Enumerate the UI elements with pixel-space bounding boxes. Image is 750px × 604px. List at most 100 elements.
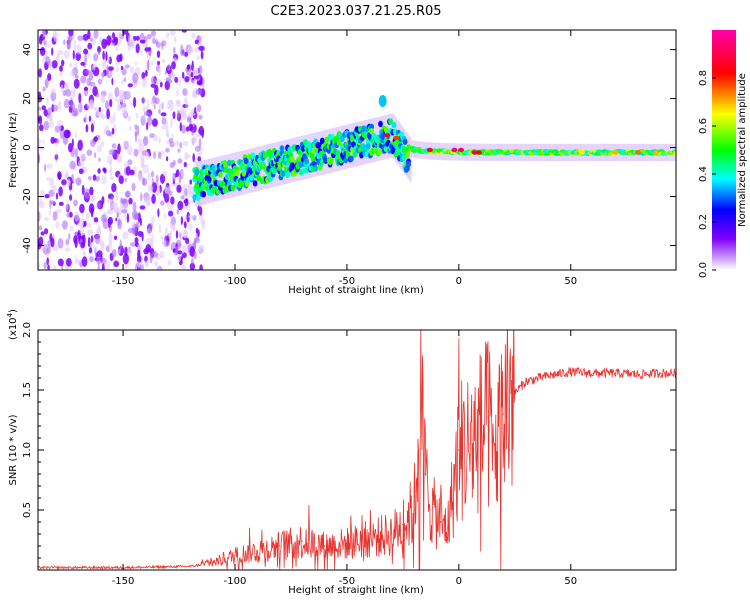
noise-speck	[162, 170, 168, 176]
colorbar-tick-label: 0.0	[698, 262, 709, 278]
track-halo	[220, 155, 223, 200]
noise-speck	[84, 114, 88, 123]
noise-speck	[43, 163, 47, 172]
noise-speck	[179, 232, 182, 240]
noise-speck	[101, 38, 108, 49]
noise-speck	[113, 36, 118, 43]
noise-speck	[183, 229, 188, 239]
x-tick-label: -50	[339, 576, 355, 587]
noise-region	[38, 30, 206, 270]
noise-speck	[171, 181, 177, 188]
noise-speck	[88, 203, 95, 214]
noise-speck	[59, 65, 63, 72]
noise-speck	[86, 149, 93, 156]
noise-speck	[78, 168, 84, 175]
noise-speck	[97, 168, 101, 174]
snr-point	[301, 540, 303, 542]
noise-speck	[177, 148, 181, 153]
noise-speck	[66, 39, 71, 50]
noise-speck	[38, 111, 41, 118]
noise-speck	[121, 209, 128, 214]
noise-speck	[40, 231, 45, 236]
noise-speck	[61, 179, 67, 186]
noise-speck	[58, 201, 64, 206]
snr-scale-base: (x10	[8, 317, 19, 340]
noise-speck	[38, 236, 44, 247]
noise-speck	[181, 30, 188, 33]
noise-speck	[111, 143, 117, 149]
spectrogram-y-label: Frequency (Hz)	[8, 112, 19, 188]
spectrogram-image	[38, 30, 676, 270]
track-cell	[349, 155, 354, 162]
noise-speck	[93, 217, 99, 223]
noise-speck	[121, 102, 127, 108]
noise-speck	[125, 92, 130, 99]
snr-y-ticks: 0.5 1.0 1.5 2.0	[22, 322, 676, 559]
noise-speck	[109, 165, 113, 177]
noise-speck	[111, 77, 114, 86]
noise-speck	[38, 225, 43, 231]
snr-point	[615, 372, 617, 374]
noise-speck	[93, 30, 99, 39]
track-cell	[243, 157, 249, 165]
noise-speck	[113, 235, 118, 240]
track-cell	[280, 170, 286, 177]
noise-speck	[171, 133, 174, 141]
noise-speck	[63, 50, 70, 59]
noise-speck	[150, 83, 156, 88]
noise-speck	[145, 151, 150, 160]
noise-speck	[180, 124, 187, 134]
noise-speck	[69, 225, 74, 232]
noise-speck	[104, 100, 110, 110]
noise-speck	[160, 200, 165, 206]
noise-speck	[124, 177, 128, 183]
snr-point	[659, 372, 661, 374]
noise-speck	[79, 153, 86, 160]
noise-speck	[154, 97, 160, 105]
track-cell	[285, 171, 290, 178]
spectrogram-panel: -150 -100 -50 0 50 -40 -20 0 20 40 Height of str…	[8, 29, 677, 296]
noise-speck	[106, 260, 110, 270]
noise-speck	[57, 50, 63, 56]
noise-speck	[118, 175, 125, 185]
noise-speck	[190, 199, 194, 204]
snr-scale-close: )	[8, 309, 19, 313]
noise-speck	[119, 89, 125, 101]
noise-speck	[164, 193, 170, 203]
noise-speck	[114, 86, 120, 98]
noise-speck	[68, 142, 73, 153]
noise-speck	[116, 152, 121, 163]
noise-speck	[148, 112, 152, 119]
noise-speck	[78, 93, 82, 104]
noise-speck	[140, 217, 142, 227]
noise-speck	[123, 77, 127, 82]
track-halo	[210, 158, 213, 203]
noise-speck	[129, 169, 135, 176]
noise-speck	[151, 118, 158, 127]
noise-speck	[117, 218, 121, 227]
noise-speck	[51, 47, 54, 56]
noise-speck	[73, 199, 78, 207]
noise-speck	[166, 103, 171, 110]
noise-speck	[57, 171, 62, 180]
noise-speck	[121, 105, 128, 117]
track-halo	[218, 156, 222, 201]
noise-speck	[167, 79, 173, 84]
noise-speck	[182, 187, 185, 198]
noise-speck	[198, 125, 205, 136]
noise-speck	[71, 110, 78, 117]
noise-speck	[170, 196, 175, 205]
noise-speck	[182, 88, 188, 96]
noise-speck	[66, 202, 69, 211]
track-peak	[393, 135, 400, 140]
noise-speck	[196, 104, 202, 113]
noise-speck	[38, 211, 41, 222]
noise-speck	[198, 138, 202, 149]
noise-speck	[63, 82, 68, 90]
noise-speck	[61, 220, 68, 230]
noise-speck	[49, 200, 56, 205]
noise-speck	[88, 247, 93, 254]
noise-speck	[80, 241, 86, 249]
noise-speck	[153, 104, 156, 110]
snr-point	[346, 543, 348, 545]
